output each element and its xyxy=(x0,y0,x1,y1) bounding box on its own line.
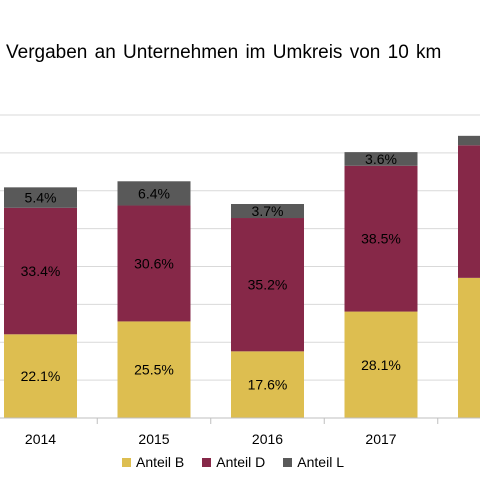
bar-segment-anteil-l xyxy=(231,204,304,219)
bar-segment-anteil-l xyxy=(458,135,480,146)
data-label: 30.6% xyxy=(134,255,174,271)
legend-item-anteil-l: Anteil L xyxy=(283,454,344,470)
data-label: 6.4% xyxy=(138,185,170,201)
bar-segment-anteil-b xyxy=(344,311,418,418)
data-label: 35.2% xyxy=(248,277,288,293)
legend-swatch-anteil-l xyxy=(283,457,293,467)
data-label: 38.5% xyxy=(361,231,401,247)
bar-segment-anteil-l xyxy=(117,181,191,206)
data-label: 3.6% xyxy=(365,151,397,167)
legend-item-anteil-d: Anteil D xyxy=(202,454,265,470)
data-label: 17.6% xyxy=(248,377,288,393)
bar-segment-anteil-d xyxy=(458,145,480,278)
x-tick-label: 2014 xyxy=(25,431,56,447)
legend-label-anteil-b: Anteil B xyxy=(136,454,185,470)
bar-segment-anteil-d xyxy=(4,207,77,335)
legend-swatch-anteil-d xyxy=(202,457,212,467)
data-label: 3.7% xyxy=(252,203,284,219)
data-label: 28.1% xyxy=(361,357,401,373)
x-tick-label: 2016 xyxy=(252,431,283,447)
legend-label-anteil-d: Anteil D xyxy=(216,454,266,470)
bar-segment-anteil-l xyxy=(4,187,77,208)
bar-segment-anteil-b xyxy=(117,321,191,418)
x-tick-label: 2015 xyxy=(138,431,169,447)
legend-label-anteil-l: Anteil L xyxy=(297,454,344,470)
bar-segment-anteil-l xyxy=(344,152,418,166)
chart-title: Vergaben an Unternehmen im Umkreis von 1… xyxy=(6,42,442,63)
legend: Anteil B Anteil D Anteil L xyxy=(122,454,344,470)
bar-segment-anteil-b xyxy=(231,351,304,418)
bar-segment-anteil-d xyxy=(231,218,304,352)
bar-segment-anteil-d xyxy=(117,205,191,322)
legend-swatch-anteil-b xyxy=(122,457,131,467)
bar-segment-anteil-b xyxy=(458,277,480,418)
legend-item-anteil-b: Anteil B xyxy=(122,454,184,470)
data-label: 22.1% xyxy=(21,368,61,384)
bar-segment-anteil-d xyxy=(344,165,418,312)
data-label: 33.4% xyxy=(21,263,61,279)
bar-segment-anteil-b xyxy=(4,334,77,418)
data-label: 5.4% xyxy=(25,190,57,206)
x-tick-label: 2017 xyxy=(365,431,396,447)
data-label: 25.5% xyxy=(134,362,174,378)
